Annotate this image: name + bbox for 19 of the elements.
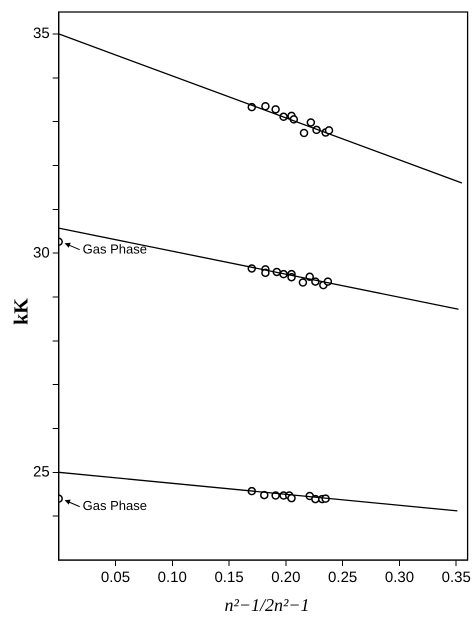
- x-tick-label: 0.15: [214, 569, 244, 586]
- point: [306, 118, 316, 127]
- point: [298, 278, 308, 287]
- y-axis-title: kK: [10, 297, 34, 327]
- y-tick-label: 30: [32, 244, 50, 262]
- x-tick-label: 0.10: [158, 569, 187, 586]
- x-tick-label: 0.25: [328, 569, 358, 586]
- annotation: Gas Phase: [82, 241, 148, 256]
- y-tick-label: 35: [32, 25, 50, 42]
- x-tick-label: 0.20: [271, 569, 300, 586]
- y-tick-label: 25: [32, 463, 50, 480]
- point: [300, 128, 308, 138]
- x-tick-label: 0.35: [442, 569, 471, 586]
- point: [271, 105, 280, 114]
- x-tick-label: 0.05: [100, 569, 130, 586]
- x-axis-title: n²−1/2n²−1: [223, 595, 311, 616]
- annotation: Gas Phase: [82, 498, 148, 514]
- point: [261, 102, 270, 111]
- x-tick-label: 0.30: [384, 569, 414, 586]
